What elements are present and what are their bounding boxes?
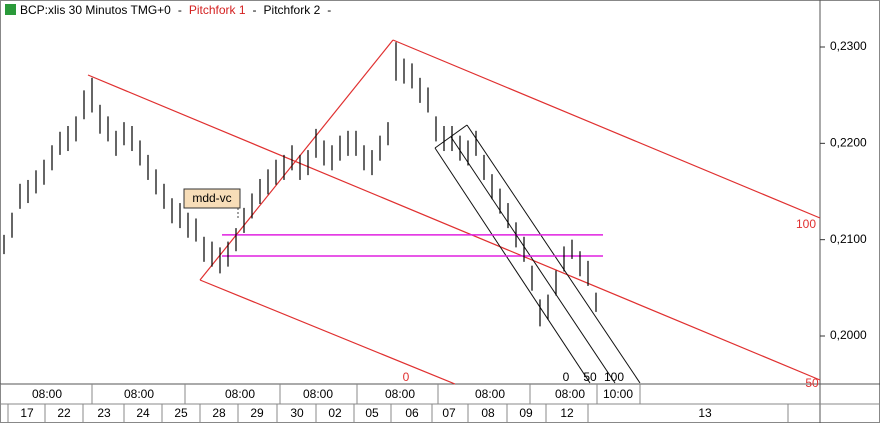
pitchfork-median: [450, 136, 616, 384]
pitchfork-1: [87, 39, 821, 385]
y-tick-label: 0,2200: [830, 136, 867, 150]
title-part: -: [327, 3, 331, 17]
title-part: BCP:xlis 30 Minutos TMG+0: [20, 3, 171, 17]
y-tick-label: 0,2100: [830, 232, 867, 246]
time-label: 08:00: [225, 387, 255, 401]
pitchfork-upper: [466, 124, 641, 384]
date-label: 25: [174, 406, 188, 420]
date-label: 06: [405, 406, 419, 420]
pitchfork-median: [87, 74, 821, 381]
date-label: 07: [442, 406, 456, 420]
pitchfork-lower: [434, 147, 591, 384]
date-label: 02: [328, 406, 342, 420]
time-label: 10:00: [603, 387, 633, 401]
date-label: 30: [290, 406, 304, 420]
time-label: 08:00: [124, 387, 154, 401]
pitchfork-lower: [199, 279, 456, 385]
pitchfork-label: 50: [805, 376, 819, 390]
pitchfork-label: 100: [796, 217, 816, 231]
y-tick-label: 0,2000: [830, 328, 867, 342]
title-part: Pitchfork 1: [189, 3, 246, 17]
title-part: -: [253, 3, 257, 17]
date-label: 05: [365, 406, 379, 420]
pitchfork-label: 0: [563, 370, 570, 384]
date-label: 22: [57, 406, 71, 420]
date-label: 28: [212, 406, 226, 420]
annotation-box: [183, 188, 241, 209]
date-label: 09: [519, 406, 533, 420]
y-tick-label: 0,2300: [830, 39, 867, 53]
annotation: mdd-vc: [192, 191, 231, 205]
time-label: 08:00: [475, 387, 505, 401]
pitchfork-label: 0: [403, 370, 410, 384]
pitchfork-handle: [434, 124, 468, 149]
date-label: 12: [560, 406, 574, 420]
date-label: 17: [20, 406, 34, 420]
pitchfork-upper: [392, 39, 821, 219]
title-part: -: [178, 3, 182, 17]
title-part: Pitchfork 2: [264, 3, 321, 17]
date-label: 23: [97, 406, 111, 420]
pitchfork-2: [434, 124, 641, 384]
pitchfork-label: 100: [604, 370, 624, 384]
time-label: 08:00: [385, 387, 415, 401]
date-label: 13: [698, 406, 712, 420]
time-label: 08:00: [555, 387, 585, 401]
date-label: 24: [136, 406, 150, 420]
pitchfork-label: 50: [583, 370, 597, 384]
symbol-icon: [5, 4, 16, 15]
time-label: 08:00: [32, 387, 62, 401]
date-label: 29: [250, 406, 264, 420]
time-label: 08:00: [303, 387, 333, 401]
date-label: 08: [481, 406, 495, 420]
pitchfork-handle: [199, 39, 394, 281]
chart-title: BCP:xlis 30 Minutos TMG+0- Pitchfork 1- Pi…: [20, 3, 331, 17]
